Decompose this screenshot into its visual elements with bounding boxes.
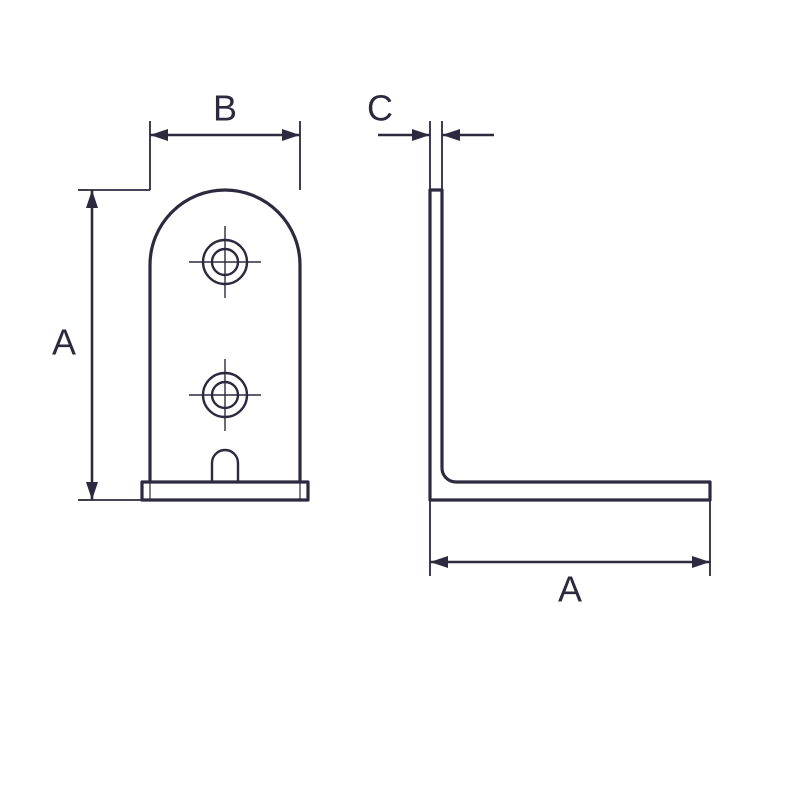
technical-drawing: A B C A (0, 0, 800, 800)
dim-label-A: A (52, 322, 76, 363)
dim-label-C: C (367, 88, 393, 129)
dim-label-A-horiz: A (558, 569, 582, 610)
dim-label-B: B (213, 88, 237, 129)
